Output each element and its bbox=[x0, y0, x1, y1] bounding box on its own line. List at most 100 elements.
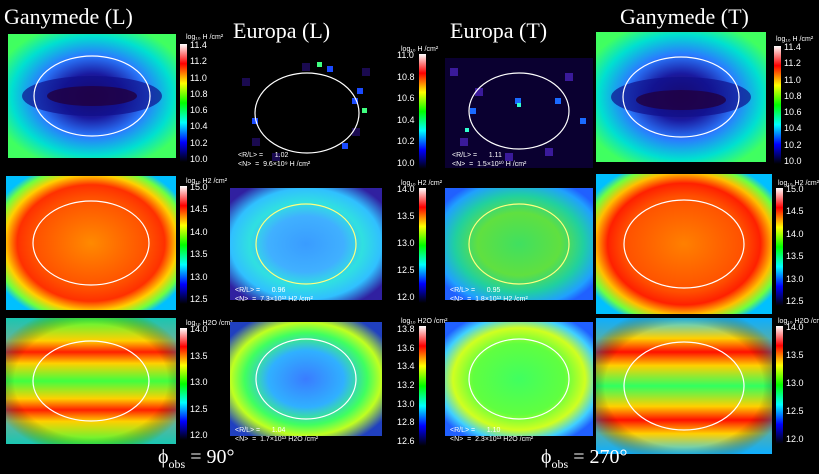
stat-europa-l-h2o: <R/L> = 1.04 <N> = 1.7×10¹³ H2O /cm² bbox=[235, 427, 319, 443]
europa-l-h2o-map bbox=[230, 322, 382, 436]
tick: 10.2 bbox=[190, 137, 208, 148]
tick: 11.0 bbox=[397, 50, 414, 60]
ganymede-t-h-map bbox=[596, 32, 766, 162]
colorbar-ticks: 14.0 13.5 13.0 12.5 12.0 bbox=[397, 184, 415, 302]
stat-europa-t-h2o: <R/L> = 1.10 <N> = 2.3×10¹³ H2O /cm² bbox=[450, 427, 534, 443]
phi-value: = 90° bbox=[190, 446, 235, 468]
ganymede-t-h2o-map bbox=[596, 318, 772, 454]
tick: 14.5 bbox=[190, 204, 208, 215]
tick: 10.2 bbox=[784, 139, 802, 150]
tick: 10.4 bbox=[190, 121, 208, 132]
tick: 13.0 bbox=[397, 238, 415, 248]
tick: 15.0 bbox=[190, 182, 208, 192]
colorbar-ticks: 14.0 13.5 13.0 12.5 12.0 bbox=[190, 324, 208, 440]
stat-europa-t-h: <R/L> = 1.11 <N> = 1.5×10¹⁰ H /cm² bbox=[452, 152, 527, 168]
tick: 11.2 bbox=[190, 56, 207, 67]
tick: 11.0 bbox=[784, 74, 801, 85]
tick: 12.8 bbox=[397, 417, 415, 428]
colorbar-ganymede-h2o: log₁₀ H2O /cm² 14.0 13.5 13.0 12.5 12.0 bbox=[180, 320, 233, 442]
tick: 10.6 bbox=[190, 105, 208, 116]
tick: 14.0 bbox=[397, 184, 415, 194]
europa-t-h2o-map bbox=[445, 322, 593, 436]
colorbar-europa-h: log₁₀ H /cm² 11.0 10.8 10.6 10.4 10.2 10… bbox=[395, 46, 439, 171]
tick: 14.0 bbox=[190, 324, 208, 334]
colorbar-ganymede-h2: log₁₀ H2 /cm² 15.0 14.5 14.0 13.5 13.0 1… bbox=[180, 178, 227, 306]
colorbar-label: log₁₀ H2O /cm² bbox=[401, 318, 448, 325]
tick: 12.0 bbox=[786, 434, 804, 444]
tick: 13.5 bbox=[190, 249, 208, 260]
tick: 13.0 bbox=[190, 271, 208, 282]
colorbar-ticks: 15.0 14.5 14.0 13.5 13.0 12.5 bbox=[190, 182, 208, 304]
tick: 13.0 bbox=[786, 273, 804, 284]
tick: 13.5 bbox=[786, 350, 804, 360]
ganymede-l-h-map bbox=[8, 34, 176, 158]
tick: 12.6 bbox=[397, 435, 415, 446]
colorbar-ticks: 13.8 13.6 13.4 13.2 13.0 12.8 12.6 bbox=[397, 324, 415, 446]
phi-value: = 270° bbox=[573, 446, 628, 468]
tick: 10.0 bbox=[397, 157, 415, 168]
tick: 12.0 bbox=[190, 430, 208, 440]
colorbar-label: log₁₀ H /cm² bbox=[186, 34, 224, 41]
tick: 12.5 bbox=[786, 406, 804, 416]
tick: 10.0 bbox=[190, 153, 208, 164]
tick: 12.0 bbox=[397, 292, 415, 302]
tick: 13.0 bbox=[397, 398, 415, 409]
tick: 13.2 bbox=[397, 379, 415, 390]
tick: 11.0 bbox=[190, 72, 207, 83]
stat-europa-l-h: <R/L> = 1.02 <N> = 9.6×10⁹ H /cm² bbox=[238, 152, 311, 168]
tick: 11.2 bbox=[784, 58, 801, 69]
tick: 13.4 bbox=[397, 361, 415, 372]
colorbar-label: log₁₀ H2O /cm² bbox=[778, 318, 819, 325]
phi-symbol: ϕ bbox=[158, 446, 169, 468]
tick: 10.2 bbox=[397, 136, 415, 147]
ganymede-l-h2-map bbox=[6, 176, 176, 310]
tick: 10.4 bbox=[397, 114, 415, 125]
tick: 12.5 bbox=[397, 265, 415, 275]
phi-subscript: obs bbox=[168, 457, 186, 471]
colorbar-label: log₁₀ H2 /cm² bbox=[778, 180, 819, 187]
colorbar-ticks: 14.0 13.5 13.0 12.5 12.0 bbox=[786, 322, 804, 444]
europa-l-h2-map bbox=[230, 188, 382, 300]
phi-symbol: ϕ bbox=[541, 446, 552, 468]
stat-europa-l-h2: <R/L> = 0.96 <N> = 7.3×10¹³ H2 /cm² bbox=[235, 287, 313, 303]
tick: 13.5 bbox=[786, 251, 804, 262]
stat-europa-t-h2: <R/L> = 0.95 <N> = 1.8×10¹³ H2 /cm² bbox=[450, 287, 528, 303]
tick: 10.8 bbox=[397, 71, 415, 82]
tick: 13.5 bbox=[397, 211, 415, 221]
tick: 12.5 bbox=[786, 295, 804, 306]
colorbar-europa-h2o: log₁₀ H2O /cm² 13.8 13.6 13.4 13.2 13.0 … bbox=[395, 318, 448, 448]
colorbar-ticks: 15.0 14.5 14.0 13.5 13.0 12.5 bbox=[786, 184, 804, 306]
title-ganymede-l: Ganymede (L) bbox=[4, 4, 133, 29]
tick: 11.4 bbox=[784, 42, 801, 52]
ganymede-l-h2o-map bbox=[6, 318, 176, 444]
phi-subscript: obs bbox=[551, 457, 569, 471]
colorbar-label: log₁₀ H2 /cm² bbox=[401, 180, 443, 187]
tick: 13.6 bbox=[397, 342, 415, 353]
footer-phi-obs-right: ϕobs = 270° bbox=[541, 446, 627, 472]
colorbar-ganymede-t-h2: log₁₀ H2 /cm² 15.0 14.5 14.0 13.5 13.0 1… bbox=[776, 180, 819, 308]
tick: 14.0 bbox=[786, 228, 804, 239]
tick: 10.4 bbox=[784, 123, 802, 134]
tick: 15.0 bbox=[786, 184, 804, 194]
tick: 11.4 bbox=[190, 40, 207, 50]
tick: 14.0 bbox=[190, 226, 208, 237]
colorbar-label: log₁₀ H2 /cm² bbox=[186, 178, 228, 185]
title-ganymede-t: Ganymede (T) bbox=[620, 4, 749, 29]
colorbar-ganymede-t-h: log₁₀ H /cm² 11.4 11.2 11.0 10.8 10.6 10… bbox=[774, 36, 814, 166]
colorbar-label: log₁₀ H /cm² bbox=[401, 46, 439, 53]
title-europa-l: Europa (L) bbox=[233, 18, 331, 43]
tick: 14.0 bbox=[786, 322, 804, 332]
colorbar-europa-h2: log₁₀ H2 /cm² 14.0 13.5 13.0 12.5 12.0 bbox=[395, 180, 442, 305]
tick: 13.0 bbox=[786, 378, 804, 388]
tick: 10.6 bbox=[397, 93, 415, 104]
tick: 10.8 bbox=[784, 90, 802, 101]
colorbar-label: log₁₀ H /cm² bbox=[776, 36, 814, 43]
europa-t-h2-map bbox=[445, 188, 593, 300]
tick: 10.6 bbox=[784, 107, 802, 118]
tick: 13.8 bbox=[397, 324, 415, 334]
colorbar-label: log₁₀ H2O /cm² bbox=[186, 320, 233, 327]
europa-l-h-map bbox=[232, 58, 382, 168]
tick: 10.8 bbox=[190, 88, 208, 99]
title-europa-t: Europa (T) bbox=[450, 18, 548, 43]
tick: 10.0 bbox=[784, 155, 802, 166]
